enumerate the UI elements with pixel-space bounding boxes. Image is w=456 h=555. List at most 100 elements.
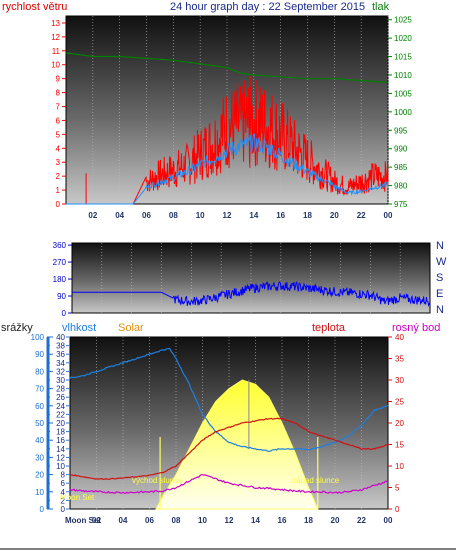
- rain-axis-tick-label: 60: [35, 402, 44, 411]
- temperature-axis-tick-label: 25: [395, 398, 404, 407]
- dewpoint-axis-label: rosný bod: [392, 322, 440, 334]
- wind-axis-tick-label: 11: [52, 47, 61, 56]
- x-tick-label: 02: [92, 516, 101, 525]
- x-tick-label: 08: [169, 211, 178, 220]
- temperature-axis-tick-label: 5: [395, 484, 400, 493]
- x-tick-label: 08: [172, 516, 181, 525]
- wind-axis-tick-label: 6: [56, 116, 61, 125]
- humidity-axis-tick-label: 18: [56, 428, 65, 437]
- x-tick-label: 22: [357, 516, 366, 525]
- humidity-axis-tick-label: 34: [56, 359, 65, 368]
- humidity-axis-tick-label: 30: [56, 376, 65, 385]
- humidity-axis-tick-label: 24: [56, 402, 65, 411]
- humidity-axis-tick-label: 38: [56, 342, 65, 351]
- wind-axis-tick-label: 2: [56, 172, 61, 181]
- wind-axis-tick-label: 8: [56, 89, 61, 98]
- humidity-axis-tick-label: 14: [56, 445, 65, 454]
- x-tick-label: 12: [225, 516, 234, 525]
- x-tick-label: 04: [115, 211, 124, 220]
- wind-axis-tick-label: 4: [56, 144, 61, 153]
- temperature-axis-tick-label: 40: [395, 333, 404, 342]
- humidity-axis-tick-label: 28: [56, 385, 65, 394]
- pressure-axis-tick-label: 1020: [394, 34, 412, 43]
- rain-axis-tick-label: 100: [31, 333, 45, 342]
- pressure-axis-tick-label: 1005: [394, 89, 412, 98]
- wind-axis-tick-label: 13: [51, 19, 60, 28]
- pressure-axis-tick-label: 975: [394, 200, 408, 209]
- temperature-axis-tick-label: 30: [395, 376, 404, 385]
- wind-direction-series: [72, 281, 431, 308]
- direction-axis-tick-label: 180: [53, 275, 67, 284]
- temperature-axis-tick-label: 15: [395, 441, 404, 450]
- pressure-axis-tick-label: 980: [394, 182, 408, 191]
- rain-axis-tick-label: 80: [35, 367, 44, 376]
- compass-label: N: [436, 304, 444, 316]
- rain-axis-tick-label: 10: [35, 488, 44, 497]
- humidity-axis-tick-label: 12: [56, 453, 65, 462]
- rain-axis-tick-label: 30: [35, 453, 44, 462]
- x-tick-label: 10: [196, 211, 205, 220]
- x-tick-label: 18: [303, 211, 312, 220]
- wind-axis-tick-label: 5: [56, 130, 61, 139]
- rain-axis-tick-label: 70: [35, 385, 44, 394]
- temperature-axis-tick-label: 0: [395, 505, 400, 514]
- x-tick-label: 12: [223, 211, 232, 220]
- humidity-axis-tick-label: 0: [61, 505, 66, 514]
- x-tick-label: 16: [278, 516, 287, 525]
- humidity-axis-tick-label: 20: [56, 419, 65, 428]
- wind-axis-label: rychlost větru: [2, 1, 67, 13]
- compass-label: W: [436, 256, 447, 268]
- rain-axis-tick-label: 90: [35, 350, 44, 359]
- humidity-axis-tick-label: 4: [61, 488, 66, 497]
- direction-axis-tick-label: 270: [53, 258, 67, 267]
- x-tick-label: 20: [330, 211, 339, 220]
- humidity-axis-tick-label: 40: [56, 333, 65, 342]
- moonset-axis-label: Moon Set: [65, 516, 101, 525]
- wind-axis-tick-label: 12: [51, 33, 60, 42]
- humidity-series: [69, 347, 389, 453]
- direction-axis-tick-label: 90: [57, 292, 66, 301]
- sunset-annotation: západ slunce: [292, 476, 340, 485]
- temperature-series: [69, 417, 389, 480]
- pressure-axis-tick-label: 990: [394, 145, 408, 154]
- temperature-axis-tick-label: 20: [395, 419, 404, 428]
- x-tick-label: 20: [331, 516, 340, 525]
- rain-axis-tick-label: 40: [35, 436, 44, 445]
- chart-title: 24 hour graph day : 22 September 2015: [170, 1, 365, 13]
- solar-area: [155, 379, 319, 510]
- x-tick-label: 16: [276, 211, 285, 220]
- humidity-axis-tick-label: 26: [56, 393, 65, 402]
- x-tick-label: 14: [251, 516, 260, 525]
- x-tick-label: 14: [249, 211, 258, 220]
- rain-axis-label: srážky: [1, 322, 33, 334]
- wind-axis-tick-label: 10: [51, 61, 60, 70]
- x-tick-label: 00: [384, 211, 393, 220]
- pressure-axis-tick-label: 1010: [394, 71, 412, 80]
- direction-plot-background: [71, 242, 431, 314]
- compass-label: E: [436, 288, 443, 300]
- direction-axis-tick-label: 360: [53, 241, 67, 250]
- pressure-series: [65, 52, 389, 83]
- pressure-axis-label: tlak: [372, 1, 390, 13]
- x-tick-label: 04: [119, 516, 128, 525]
- wind-axis-tick-label: 9: [56, 75, 61, 84]
- wind-axis-tick-label: 7: [56, 103, 61, 112]
- wind-axis-tick-label: 3: [56, 158, 61, 167]
- pressure-axis-tick-label: 1015: [394, 53, 412, 62]
- temperature-axis-tick-label: 35: [395, 355, 404, 364]
- x-tick-label: 06: [145, 516, 154, 525]
- temperature-axis-tick-label: 10: [395, 462, 404, 471]
- pressure-axis-tick-label: 995: [394, 126, 408, 135]
- rain-axis-tick-label: 20: [35, 471, 44, 480]
- x-tick-label: 18: [304, 516, 313, 525]
- rain-axis-tick-label: 50: [35, 419, 44, 428]
- dewpoint-series: [69, 474, 389, 495]
- x-tick-label: 02: [88, 211, 97, 220]
- wind-axis-tick-label: 0: [56, 200, 61, 209]
- humidity-axis-tick-label: 22: [56, 410, 65, 419]
- humidity-axis-tick-label: 10: [56, 462, 65, 471]
